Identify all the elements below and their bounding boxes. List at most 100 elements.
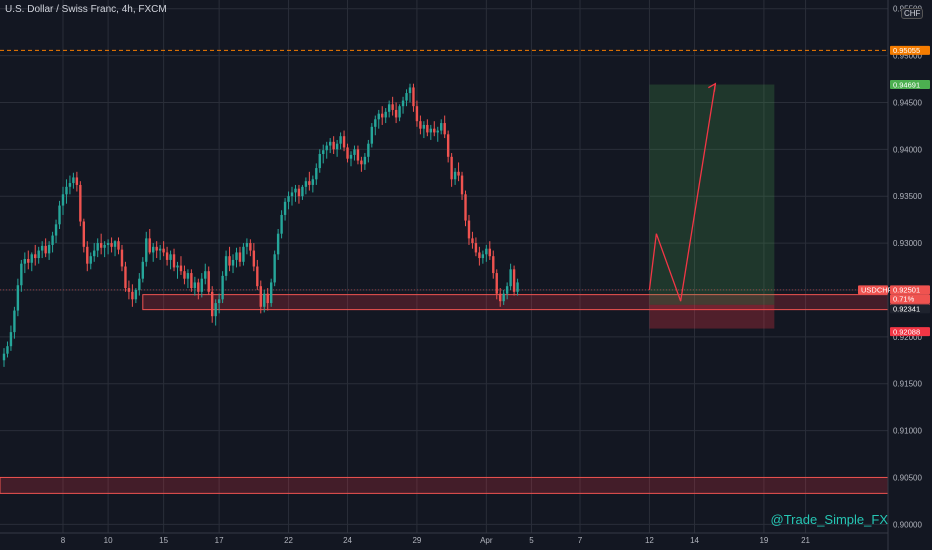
candle-body xyxy=(318,154,321,169)
candle-body xyxy=(183,271,186,279)
candle-body xyxy=(328,141,332,146)
candle-body xyxy=(304,181,308,187)
price-tag-bg xyxy=(890,327,930,337)
candle-body xyxy=(249,243,252,251)
x-tick-label: 21 xyxy=(801,536,810,545)
candle-body xyxy=(58,205,61,225)
candle-body xyxy=(165,252,169,260)
candle-body xyxy=(276,233,280,255)
projection-path[interactable] xyxy=(648,83,716,302)
candle-body xyxy=(155,246,158,251)
candle-body xyxy=(426,124,429,133)
chart-title: U.S. Dollar / Swiss Franc, 4h, FXCM xyxy=(5,4,167,15)
candle-body xyxy=(162,248,165,253)
candle-body xyxy=(512,269,516,292)
candle-body xyxy=(394,109,398,118)
candle-body xyxy=(287,196,290,202)
candle-body xyxy=(13,310,16,333)
candle-body xyxy=(20,263,23,286)
author-watermark: @Trade_Simple_FX xyxy=(770,512,888,527)
candle-body xyxy=(113,241,117,247)
y-tick-label: 0.91500 xyxy=(893,380,922,389)
candle-body xyxy=(356,149,360,161)
candle-body xyxy=(301,186,304,197)
candle-body xyxy=(440,123,443,131)
support-zone[interactable] xyxy=(142,294,889,311)
candle-body xyxy=(158,248,162,251)
candle-body xyxy=(263,293,266,307)
candle-body xyxy=(325,145,328,151)
candle-body xyxy=(200,278,203,292)
candle-body xyxy=(217,299,221,304)
candle-body xyxy=(23,259,27,264)
candle-body xyxy=(342,136,346,148)
candle-body xyxy=(238,252,242,262)
candle-body xyxy=(204,271,207,279)
candle-body xyxy=(471,238,474,244)
candle-body xyxy=(110,243,113,247)
candle-body xyxy=(37,250,40,259)
price-tag-bg xyxy=(890,304,930,314)
candle-body xyxy=(367,143,370,157)
annotation-zones xyxy=(0,49,889,494)
candle-body xyxy=(481,254,485,259)
candle-body xyxy=(450,156,453,180)
candle-body xyxy=(363,156,367,165)
candle-body xyxy=(141,261,144,279)
candle-body xyxy=(488,248,491,257)
candle-body xyxy=(492,256,495,274)
candle-body xyxy=(131,291,134,300)
candle-body xyxy=(269,282,273,304)
x-tick-label: 15 xyxy=(159,536,168,545)
candle-body xyxy=(221,275,224,300)
price-tag-label: 0.71% xyxy=(893,295,915,304)
candle-body xyxy=(422,124,426,129)
candle-body xyxy=(34,254,37,259)
price-tag-bg xyxy=(890,45,930,55)
overlay-drawings xyxy=(648,82,717,302)
price-tag-label: 0.94691 xyxy=(893,80,920,89)
x-tick-label: 12 xyxy=(645,536,654,545)
position-stop-area[interactable] xyxy=(649,304,775,329)
candle-body xyxy=(117,241,120,250)
candle-body xyxy=(478,252,481,259)
y-tick-label: 0.93000 xyxy=(893,239,922,248)
candle-body xyxy=(398,106,401,118)
price-tag-label: 0.92088 xyxy=(893,327,920,336)
candle-body xyxy=(460,175,464,195)
candle-body xyxy=(169,254,172,260)
candle-body xyxy=(429,128,433,133)
y-tick-label: 0.90000 xyxy=(893,520,922,529)
candle-body xyxy=(6,346,9,354)
position-target-area[interactable] xyxy=(649,84,775,305)
candle-body xyxy=(377,113,380,120)
price-tag-label: USDCHF xyxy=(861,286,893,295)
candle-body xyxy=(54,224,58,236)
price-tag-label: 0.95055 xyxy=(893,46,920,55)
candle-body xyxy=(172,254,176,268)
candle-body xyxy=(228,256,231,266)
candle-body xyxy=(283,201,287,215)
candle-body xyxy=(443,123,446,135)
candle-body xyxy=(120,249,124,267)
candles xyxy=(2,83,519,367)
candle-body xyxy=(453,171,457,180)
candle-body xyxy=(346,147,349,159)
candle-body xyxy=(211,291,214,317)
candle-body xyxy=(308,181,311,185)
candle-body xyxy=(256,266,259,287)
y-tick-label: 0.91000 xyxy=(893,427,922,436)
candle-body xyxy=(186,273,190,279)
lower-support-zone[interactable] xyxy=(0,476,889,494)
candle-body xyxy=(384,111,387,118)
candle-body xyxy=(401,100,405,107)
candle-body xyxy=(474,243,478,253)
y-tick-label: 0.94500 xyxy=(893,98,922,107)
candle-body xyxy=(259,286,262,307)
candle-body xyxy=(207,271,210,292)
candle-body xyxy=(464,194,467,221)
currency-badge[interactable]: CHF xyxy=(901,8,924,19)
candle-body xyxy=(103,244,106,248)
